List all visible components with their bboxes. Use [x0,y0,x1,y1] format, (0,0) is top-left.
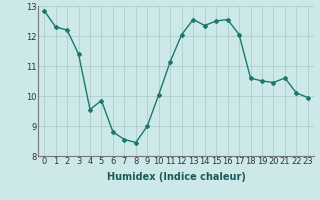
X-axis label: Humidex (Indice chaleur): Humidex (Indice chaleur) [107,172,245,182]
